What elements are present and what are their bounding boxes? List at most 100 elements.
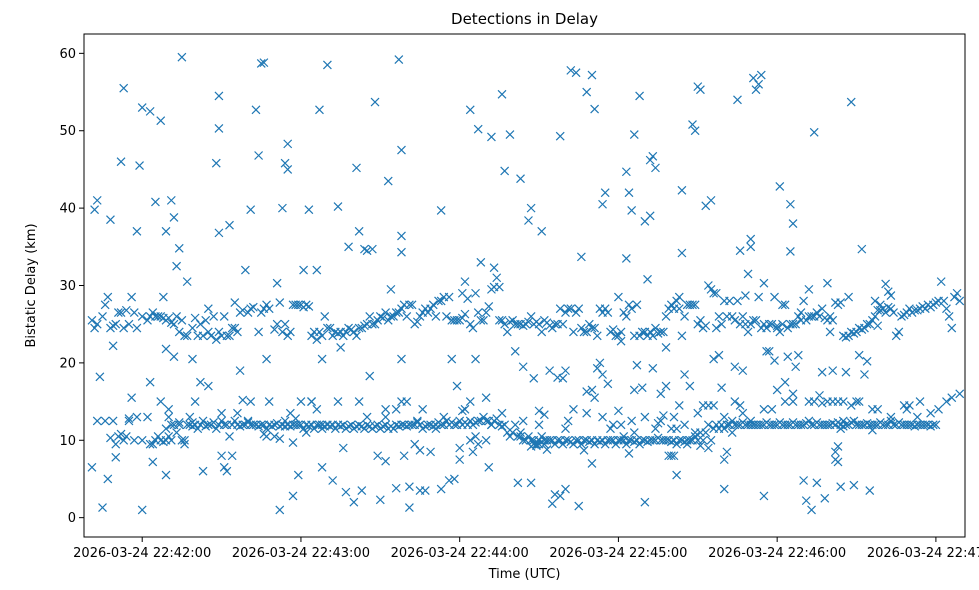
data-point <box>672 296 682 306</box>
data-point <box>121 305 131 315</box>
data-point <box>267 421 277 431</box>
data-point <box>275 298 285 307</box>
data-point <box>90 323 100 333</box>
data-point <box>100 416 110 426</box>
data-point <box>254 151 264 160</box>
data-point <box>799 420 809 430</box>
data-point <box>381 456 391 466</box>
data-point <box>264 397 274 407</box>
data-point <box>537 226 547 236</box>
data-point <box>674 304 684 314</box>
data-point <box>693 408 703 418</box>
data-point <box>902 404 912 414</box>
data-point <box>367 319 377 329</box>
data-point <box>262 424 271 434</box>
data-point <box>481 308 491 318</box>
data-point <box>225 431 234 441</box>
data-point <box>360 244 369 254</box>
data-point <box>812 308 822 318</box>
data-point <box>569 327 578 337</box>
data-point <box>590 439 600 449</box>
data-point <box>195 377 205 387</box>
data-point <box>860 323 869 333</box>
data-point <box>225 331 234 341</box>
data-point <box>696 441 705 451</box>
data-point <box>738 312 748 321</box>
data-point <box>240 265 250 275</box>
data-point <box>106 215 115 225</box>
data-point <box>598 199 607 209</box>
data-point <box>912 305 922 315</box>
data-point <box>203 420 213 430</box>
data-point <box>156 312 166 321</box>
data-point <box>124 416 134 426</box>
data-point <box>796 420 806 430</box>
data-point <box>870 312 880 321</box>
data-point <box>108 341 118 351</box>
data-point <box>579 435 589 445</box>
data-point <box>738 366 748 376</box>
data-point <box>497 89 507 99</box>
data-point <box>661 381 671 391</box>
data-point <box>217 451 226 461</box>
data-point <box>894 327 904 337</box>
data-point <box>772 321 782 331</box>
data-point <box>137 103 147 112</box>
data-point <box>553 435 562 445</box>
data-point <box>854 397 864 407</box>
data-point <box>555 491 565 501</box>
data-point <box>703 420 713 430</box>
data-point <box>161 226 171 236</box>
data-point <box>206 331 216 341</box>
data-point <box>198 466 208 476</box>
data-point <box>537 327 547 337</box>
data-point <box>121 431 131 441</box>
data-point <box>759 278 769 288</box>
data-point <box>524 216 533 225</box>
data-point <box>431 424 441 434</box>
data-point <box>484 301 494 311</box>
data-point <box>354 420 364 430</box>
data-point <box>111 319 121 329</box>
data-point <box>820 493 830 503</box>
data-point <box>844 331 854 341</box>
data-point <box>592 363 602 373</box>
data-point <box>383 315 393 325</box>
data-point <box>386 284 396 294</box>
x-tick-label: 2026-03-24 22:43:00 <box>232 546 370 561</box>
data-point <box>428 300 438 310</box>
data-point <box>315 327 324 337</box>
data-point <box>169 352 179 362</box>
data-point <box>648 363 658 373</box>
data-point <box>576 323 586 333</box>
data-point <box>635 91 645 101</box>
data-point <box>169 319 179 329</box>
data-point <box>931 420 941 430</box>
data-point <box>801 496 811 506</box>
data-point <box>770 292 779 302</box>
y-tick-label: 50 <box>59 124 76 139</box>
data-point <box>788 319 798 329</box>
data-point <box>717 383 727 393</box>
data-point <box>817 304 827 314</box>
data-point <box>248 302 258 312</box>
y-tick-label: 60 <box>59 47 76 62</box>
data-point <box>524 431 533 441</box>
data-point <box>656 389 666 399</box>
data-point <box>436 206 446 215</box>
data-point <box>595 358 605 368</box>
data-point <box>103 474 113 484</box>
data-point <box>719 455 729 465</box>
data-point <box>815 390 824 400</box>
data-point <box>518 321 528 331</box>
data-point <box>471 418 480 427</box>
x-tick-label: 2026-03-24 22:46:00 <box>708 546 846 561</box>
data-point <box>746 319 756 329</box>
data-point <box>571 308 581 318</box>
data-point <box>246 304 256 314</box>
y-tick-label: 20 <box>59 356 76 371</box>
data-point <box>193 424 203 434</box>
data-point <box>378 421 388 431</box>
data-point <box>415 420 425 430</box>
data-point <box>772 385 782 395</box>
